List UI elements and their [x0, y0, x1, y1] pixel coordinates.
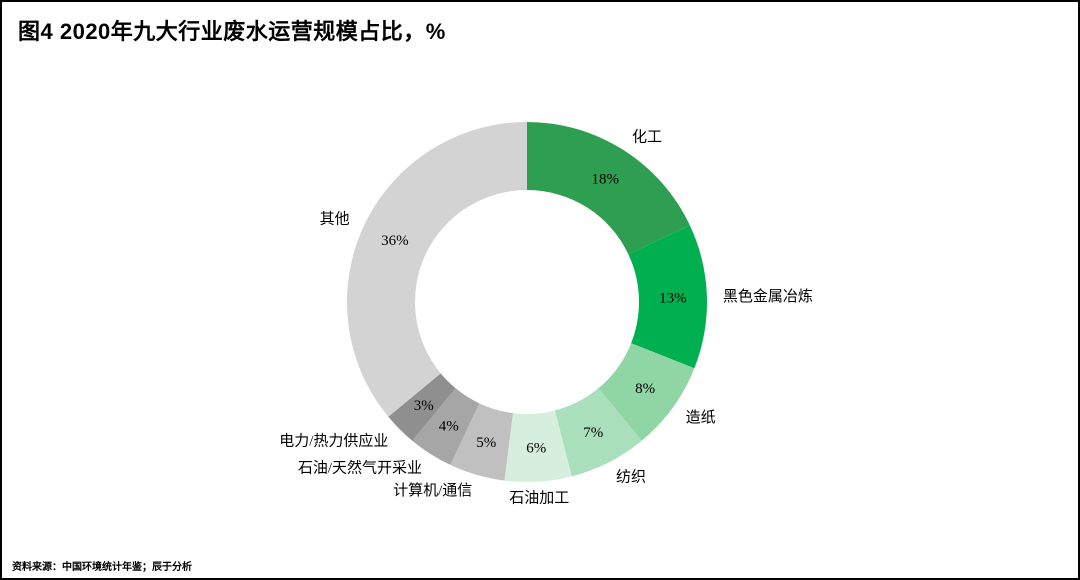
donut-slice-textile: [554, 388, 642, 477]
slice-category-label-papermaking: 造纸: [686, 409, 716, 426]
slice-percent-label-ferrous-metal-smelting: 13%: [659, 290, 687, 306]
donut-slice-petroleum-processing: [504, 410, 572, 482]
donut-slice-others: [346, 122, 527, 417]
slice-percent-label-others: 36%: [381, 233, 409, 249]
donut-slice-computer-communication: [450, 403, 513, 481]
donut-slice-oil-gas-extraction: [412, 388, 480, 465]
donut-slice-chemical: [527, 121, 690, 255]
slice-percent-label-chemical: 18%: [591, 172, 619, 188]
slice-percent-label-petroleum-processing: 6%: [526, 441, 546, 457]
slice-category-label-computer-communication: 计算机/通信: [393, 481, 472, 499]
slice-percent-label-computer-communication: 5%: [476, 435, 496, 451]
slice-category-label-textile: 纺织: [616, 469, 646, 486]
slice-category-label-chemical: 化工: [632, 129, 662, 146]
source-note: 资料来源：中国环境统计年鉴；辰于分析: [12, 562, 192, 573]
slice-category-label-power-heat-supply: 电力/热力供应业: [279, 432, 388, 450]
slice-percent-label-papermaking: 8%: [635, 381, 655, 397]
donut-slice-power-heat-supply: [388, 373, 456, 441]
slice-percent-label-textile: 7%: [583, 425, 603, 441]
slice-category-label-oil-gas-extraction: 石油/天然气开采业: [298, 460, 422, 477]
slice-category-label-others: 其他: [320, 211, 350, 228]
slice-percent-label-oil-gas-extraction: 4%: [439, 418, 459, 434]
slice-category-label-ferrous-metal-smelting: 黑色金属冶炼: [723, 288, 813, 305]
slice-percent-label-power-heat-supply: 3%: [414, 398, 434, 414]
slice-category-label-petroleum-processing: 石油加工: [509, 490, 569, 507]
donut-slice-papermaking: [598, 343, 695, 441]
chart-title: 图4 2020年九大行业废水运营规模占比，%: [18, 19, 446, 44]
donut-slice-ferrous-metal-smelting: [628, 225, 708, 369]
